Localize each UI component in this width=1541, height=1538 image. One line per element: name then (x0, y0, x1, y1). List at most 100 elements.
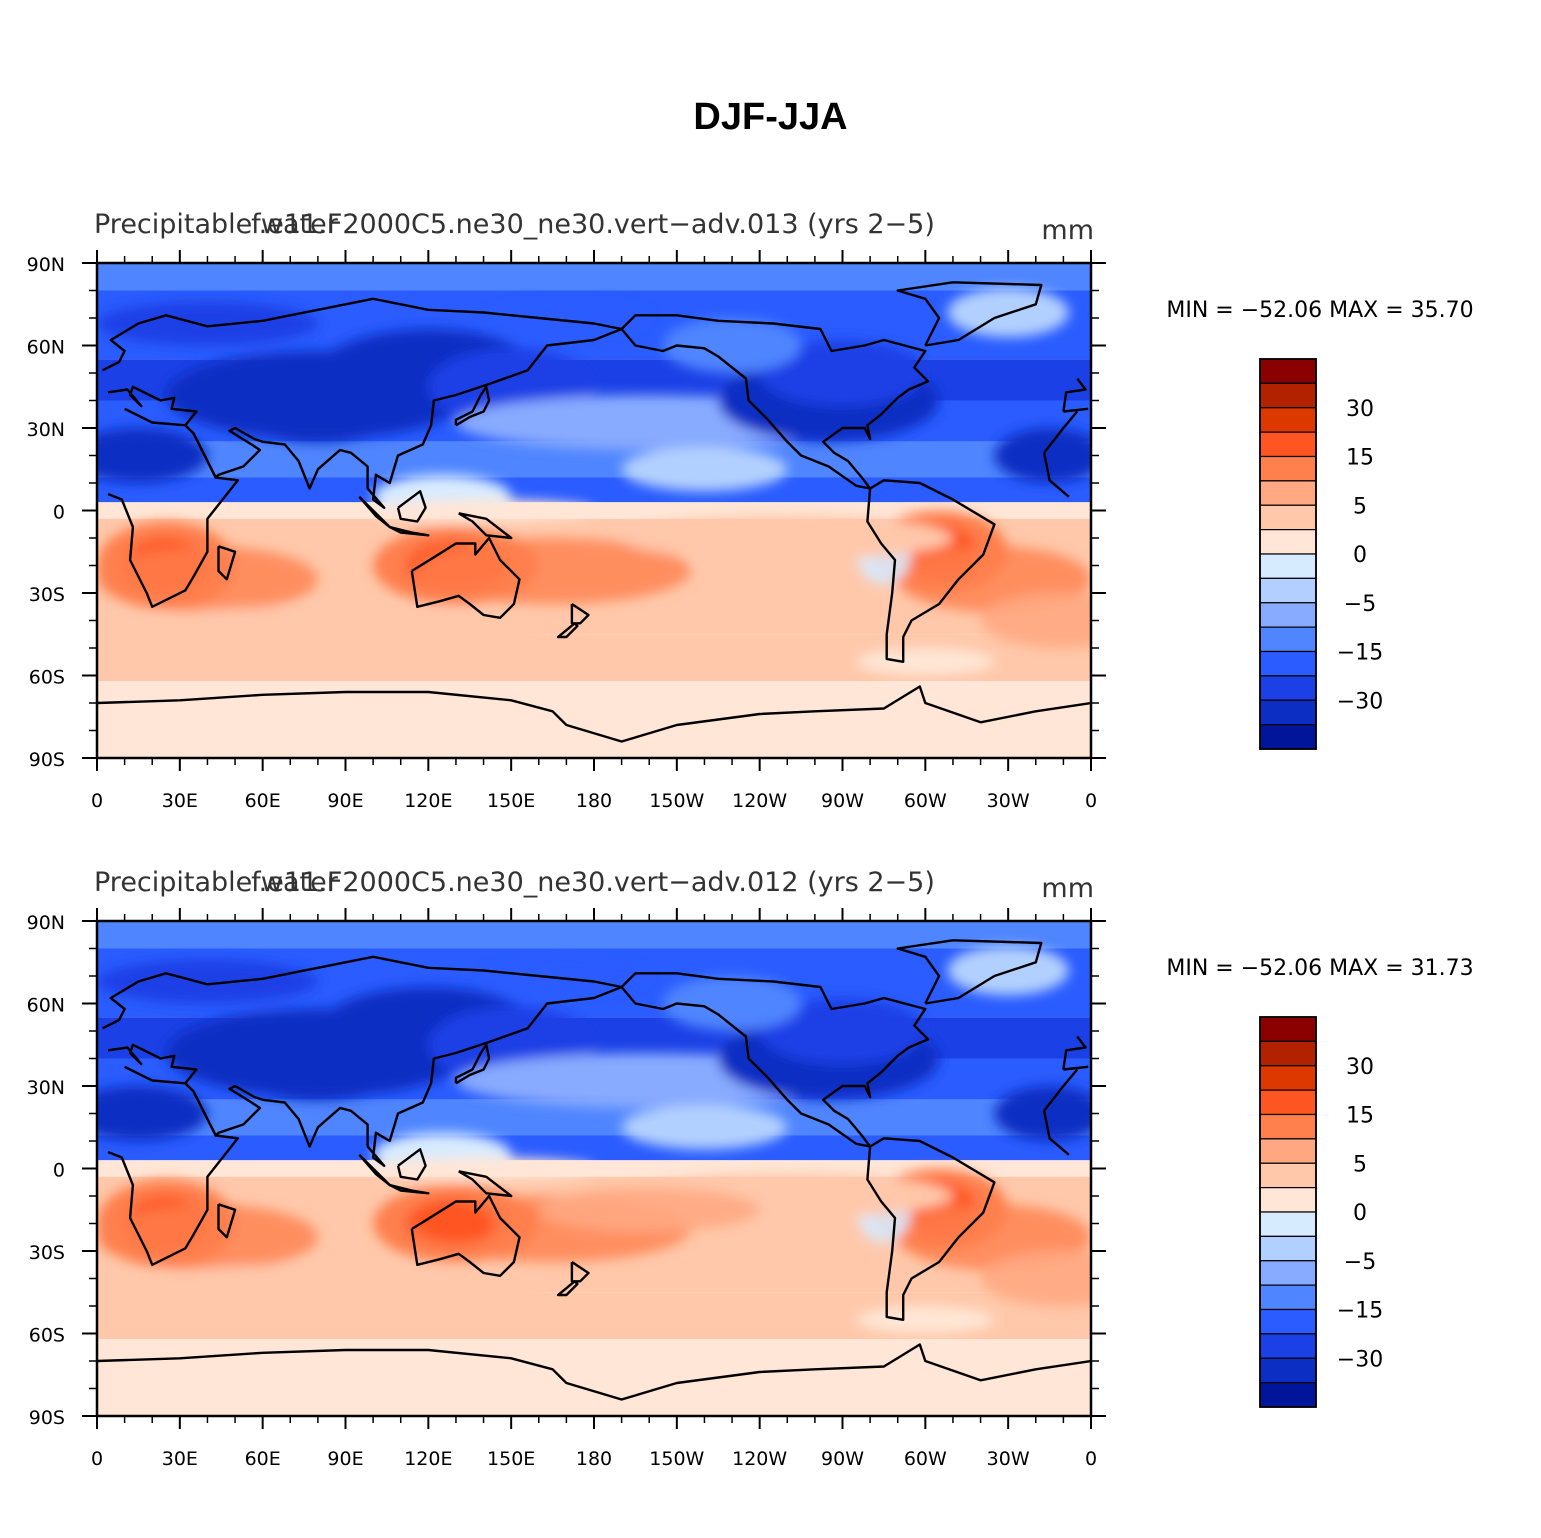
colorbar-box (1259, 699, 1317, 726)
coastline (396, 490, 427, 523)
coastline (396, 1148, 427, 1181)
colorbar-box (1259, 626, 1317, 653)
lon-tick-label: 120E (404, 790, 452, 812)
coastline (1043, 1068, 1079, 1112)
lon-tick-label: 120W (732, 1448, 787, 1470)
lat-tick-label: 60S (29, 1325, 65, 1347)
coastline (1043, 410, 1079, 454)
lon-tick-label: 90E (327, 790, 363, 812)
coastline (410, 1194, 521, 1278)
colorbar-box (1259, 1065, 1317, 1091)
lat-tick-label: 30N (27, 419, 65, 441)
lon-tick-label: 150W (649, 1448, 704, 1470)
lat-tick-label: 90S (29, 1407, 65, 1429)
coastline (410, 536, 521, 619)
lon-tick-label: 120E (404, 1448, 452, 1470)
coastline (454, 1043, 491, 1085)
colorbar-box (1259, 1089, 1317, 1116)
lon-tick-label: 180 (576, 790, 612, 812)
coastline (101, 955, 623, 1168)
lon-tick-label: 90E (327, 1448, 363, 1470)
coastline (1063, 1065, 1089, 1071)
lon-tick-label: 120W (732, 790, 787, 812)
panel-units: mm (1041, 215, 1094, 246)
coastline (1062, 377, 1087, 412)
colorbar-label: −30 (1337, 689, 1383, 714)
coastline (389, 1183, 430, 1195)
coastline (97, 1343, 1091, 1401)
colorbar-box (1259, 504, 1317, 531)
lon-tick-label: 150E (487, 1448, 535, 1470)
lon-tick-label: 90W (821, 1448, 864, 1470)
colorbar-box (1259, 431, 1317, 458)
coastline (556, 622, 579, 639)
lon-tick-label: 30W (987, 790, 1030, 812)
colorbar-box (1259, 1113, 1317, 1140)
coastline (556, 1280, 579, 1297)
colorbar-box (1259, 480, 1317, 506)
coastline (97, 685, 1091, 743)
precip-water-field (97, 921, 1091, 1416)
figure-title: DJF-JJA (693, 96, 848, 138)
colorbar-box (1259, 724, 1317, 750)
coastline (620, 972, 930, 1148)
lat-tick-label: 60N (27, 995, 65, 1017)
map-panel-1: 0 30E 60E 90E 120E 150E 180 150W 120W 90W 60W 30W 0 9… (27, 209, 1474, 812)
coastline (217, 1203, 237, 1239)
lon-tick-label: 0 (91, 790, 103, 812)
colorbar-box (1259, 1308, 1317, 1335)
colorbar-box (1259, 407, 1317, 433)
lat-tick-label: 60N (27, 337, 65, 359)
colorbar-label: −15 (1337, 1299, 1383, 1324)
colorbar-box (1259, 529, 1317, 555)
colorbar-label: −5 (1344, 1250, 1376, 1275)
colorbar-label: 0 (1353, 543, 1367, 568)
coastline (620, 314, 930, 490)
panel-center-title: f.e11.F2000C5.ne30_ne30.vert−adv.013 (yr… (251, 209, 935, 240)
lon-tick-label: 30E (162, 1448, 198, 1470)
coastline (896, 281, 1043, 347)
map-panel-2: 0 30E 60E 90E 120E 150E 180 150W 120W 90W 60W 30W 0 9… (27, 867, 1474, 1470)
colorbar-label: −30 (1337, 1347, 1383, 1372)
coastline (1063, 407, 1089, 413)
coastline (570, 602, 590, 625)
coastline (1042, 1110, 1070, 1156)
colorbar-label: 30 (1346, 1055, 1374, 1080)
lon-tick-label: 150W (649, 790, 704, 812)
lat-tick-label: 30S (29, 584, 65, 606)
lon-tick-label: 60E (245, 790, 281, 812)
lat-tick-label: 30S (29, 1242, 65, 1264)
colorbar-box (1259, 1162, 1317, 1189)
colorbar-label: 0 (1353, 1201, 1367, 1226)
lat-tick-label: 90S (29, 749, 65, 771)
colorbar-box (1259, 675, 1317, 701)
colorbar-box (1259, 382, 1317, 409)
lat-tick-label: 90N (27, 912, 65, 934)
colorbar-box (1259, 1040, 1317, 1067)
coastline (458, 1170, 513, 1198)
colorbar-box (1259, 358, 1317, 384)
colorbar-box (1259, 1235, 1317, 1262)
colorbar-box (1259, 650, 1317, 677)
colorbar-label: 5 (1353, 494, 1367, 519)
lon-tick-label: 30E (162, 790, 198, 812)
coastline (217, 545, 237, 581)
coastline (458, 512, 513, 540)
lon-tick-label: 60E (245, 1448, 281, 1470)
lon-tick-label: 60W (904, 790, 947, 812)
colorbar-box (1259, 455, 1317, 482)
lat-tick-label: 0 (53, 502, 65, 524)
colorbar-box (1259, 1284, 1317, 1311)
lon-tick-label: 0 (1085, 790, 1097, 812)
colorbar-box (1259, 1138, 1317, 1164)
colorbar-frame (1259, 358, 1317, 750)
colorbar-box (1259, 1016, 1317, 1042)
coastline (1062, 1035, 1087, 1070)
colorbar-label: 30 (1346, 397, 1374, 422)
colorbar-label: 5 (1353, 1152, 1367, 1177)
colorbar-frame (1259, 1016, 1317, 1408)
min-max-stats: MIN = −52.06 MAX = 35.70 (1166, 298, 1473, 323)
coastline (358, 495, 391, 529)
colorbar-box (1259, 553, 1317, 579)
